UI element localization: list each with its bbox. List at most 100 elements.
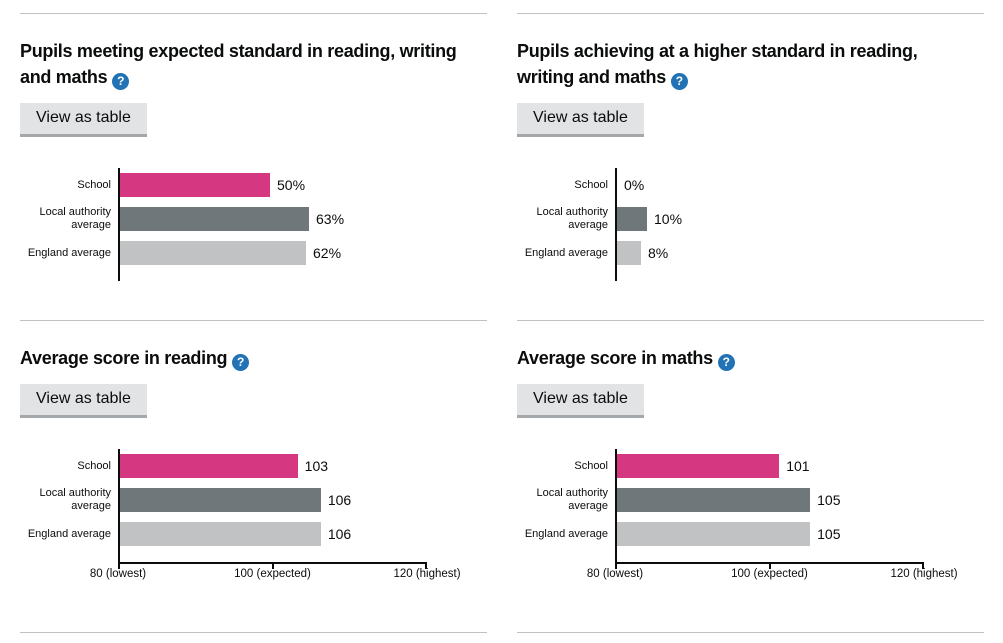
category-label: Local authority average <box>536 487 608 512</box>
chart-row: Local authority average 63% <box>20 202 487 236</box>
bar-chart: School 101 Local authority average 105 Engla… <box>517 449 984 583</box>
category-label: Local authority average <box>39 206 111 231</box>
x-axis-line <box>615 562 924 569</box>
chart-plot-area: School 101 Local authority average 105 Engla… <box>517 449 984 562</box>
chart-section: Average score in maths? View as table Sc… <box>517 320 984 583</box>
axis-spacer <box>517 270 984 281</box>
x-axis-tick <box>768 564 771 569</box>
axis-spacer <box>20 551 487 562</box>
category-label: School <box>77 178 111 191</box>
chart-plot-area: School 50% Local authority average 63% Engla… <box>20 168 487 281</box>
category-label: Local authority average <box>536 206 608 231</box>
chart-plot-area: School 103 Local authority average 106 Engla… <box>20 449 487 562</box>
x-tick-label: 120 (highest) <box>393 568 461 580</box>
view-as-table-button[interactable]: View as table <box>517 103 644 134</box>
chart-row: School 103 <box>20 449 487 483</box>
bar-value-label: 63% <box>316 211 345 227</box>
x-axis-line <box>118 562 427 569</box>
x-tick-label: 80 (lowest) <box>586 568 644 580</box>
help-icon[interactable]: ? <box>670 72 688 90</box>
chart-plot-area: School 0% Local authority average 10% Englan… <box>517 168 984 281</box>
x-axis: 80 (lowest) 100 (expected) 120 (highest) <box>587 562 958 583</box>
view-as-table-button[interactable]: View as table <box>20 384 147 415</box>
category-label: School <box>77 459 111 472</box>
category-label: School <box>574 178 608 191</box>
category-label: England average <box>524 246 608 259</box>
plot-area: 63% <box>118 202 487 236</box>
chart-row: Local authority average 106 <box>20 483 487 517</box>
bar <box>120 454 298 478</box>
section-divider <box>20 632 487 643</box>
plot-area: 106 <box>118 517 487 551</box>
spacer-plot <box>615 270 984 281</box>
chart-section: Average score in reading? View as table … <box>20 320 487 583</box>
plot-area: 62% <box>118 236 487 270</box>
chart-title: Average score in reading? <box>20 345 487 371</box>
x-tick-label: 100 (expected) <box>234 568 311 580</box>
chart-row: England average 8% <box>517 236 984 270</box>
category-label: School <box>574 459 608 472</box>
plot-area: 0% <box>615 168 984 202</box>
bar-value-label: 0% <box>624 177 645 193</box>
x-axis-tick <box>425 564 427 569</box>
x-axis-tick <box>118 564 120 569</box>
bar-value-label: 106 <box>327 526 352 542</box>
x-tick-label: 100 (expected) <box>731 568 808 580</box>
x-axis-tick <box>922 564 924 569</box>
bar-chart: School 50% Local authority average 63% Engla… <box>20 168 487 281</box>
help-icon[interactable]: ? <box>232 353 250 371</box>
plot-area: 105 <box>615 483 984 517</box>
bar-value-label: 8% <box>648 245 669 261</box>
chart-title: Pupils meeting expected standard in read… <box>20 38 487 90</box>
plot-area: 8% <box>615 236 984 270</box>
chart-title-text: Pupils meeting expected standard in read… <box>20 41 457 87</box>
bar-value-label: 62% <box>313 245 342 261</box>
bar-value-label: 106 <box>327 492 352 508</box>
category-label: England average <box>524 527 608 540</box>
chart-row: School 50% <box>20 168 487 202</box>
bar-value-label: 103 <box>304 458 329 474</box>
spacer-plot <box>118 551 487 562</box>
right-column: Pupils achieving at a higher standard in… <box>517 13 984 643</box>
bar-value-label: 50% <box>277 177 306 193</box>
bar <box>617 488 811 512</box>
axis-spacer <box>20 270 487 281</box>
x-axis-labels: 80 (lowest) 100 (expected) 120 (highest) <box>587 568 958 583</box>
chart-title: Average score in maths? <box>517 345 984 371</box>
plot-area: 10% <box>615 202 984 236</box>
bar <box>617 522 811 546</box>
chart-title-text: Average score in reading <box>20 348 228 368</box>
bar <box>120 241 306 265</box>
bar-value-label: 105 <box>817 526 841 542</box>
bar <box>617 207 647 231</box>
bar <box>617 241 641 265</box>
spacer-plot <box>615 551 984 562</box>
chart-row: England average 62% <box>20 236 487 270</box>
plot-area: 50% <box>118 168 487 202</box>
chart-row: School 0% <box>517 168 984 202</box>
chart-title: Pupils achieving at a higher standard in… <box>517 38 984 90</box>
spacer-plot <box>118 270 487 281</box>
bar-value-label: 105 <box>817 492 841 508</box>
help-icon[interactable]: ? <box>717 353 735 371</box>
x-axis: 80 (lowest) 100 (expected) 120 (highest) <box>90 562 461 583</box>
plot-area: 105 <box>615 517 984 551</box>
chart-title-text: Average score in maths <box>517 348 713 368</box>
help-icon[interactable]: ? <box>112 72 130 90</box>
axis-spacer <box>517 551 984 562</box>
x-tick-label: 120 (highest) <box>890 568 958 580</box>
chart-row: School 101 <box>517 449 984 483</box>
bar <box>120 173 270 197</box>
chart-row: Local authority average 105 <box>517 483 984 517</box>
x-tick-label: 80 (lowest) <box>89 568 147 580</box>
chart-row: England average 105 <box>517 517 984 551</box>
category-label: Local authority average <box>39 487 111 512</box>
view-as-table-button[interactable]: View as table <box>20 103 147 134</box>
category-label: England average <box>27 527 111 540</box>
chart-section: Pupils achieving at a higher standard in… <box>517 13 984 281</box>
bar-value-label: 10% <box>654 211 683 227</box>
plot-area: 101 <box>615 449 984 483</box>
view-as-table-button[interactable]: View as table <box>517 384 644 415</box>
chart-section: Pupils meeting expected standard in read… <box>20 13 487 281</box>
